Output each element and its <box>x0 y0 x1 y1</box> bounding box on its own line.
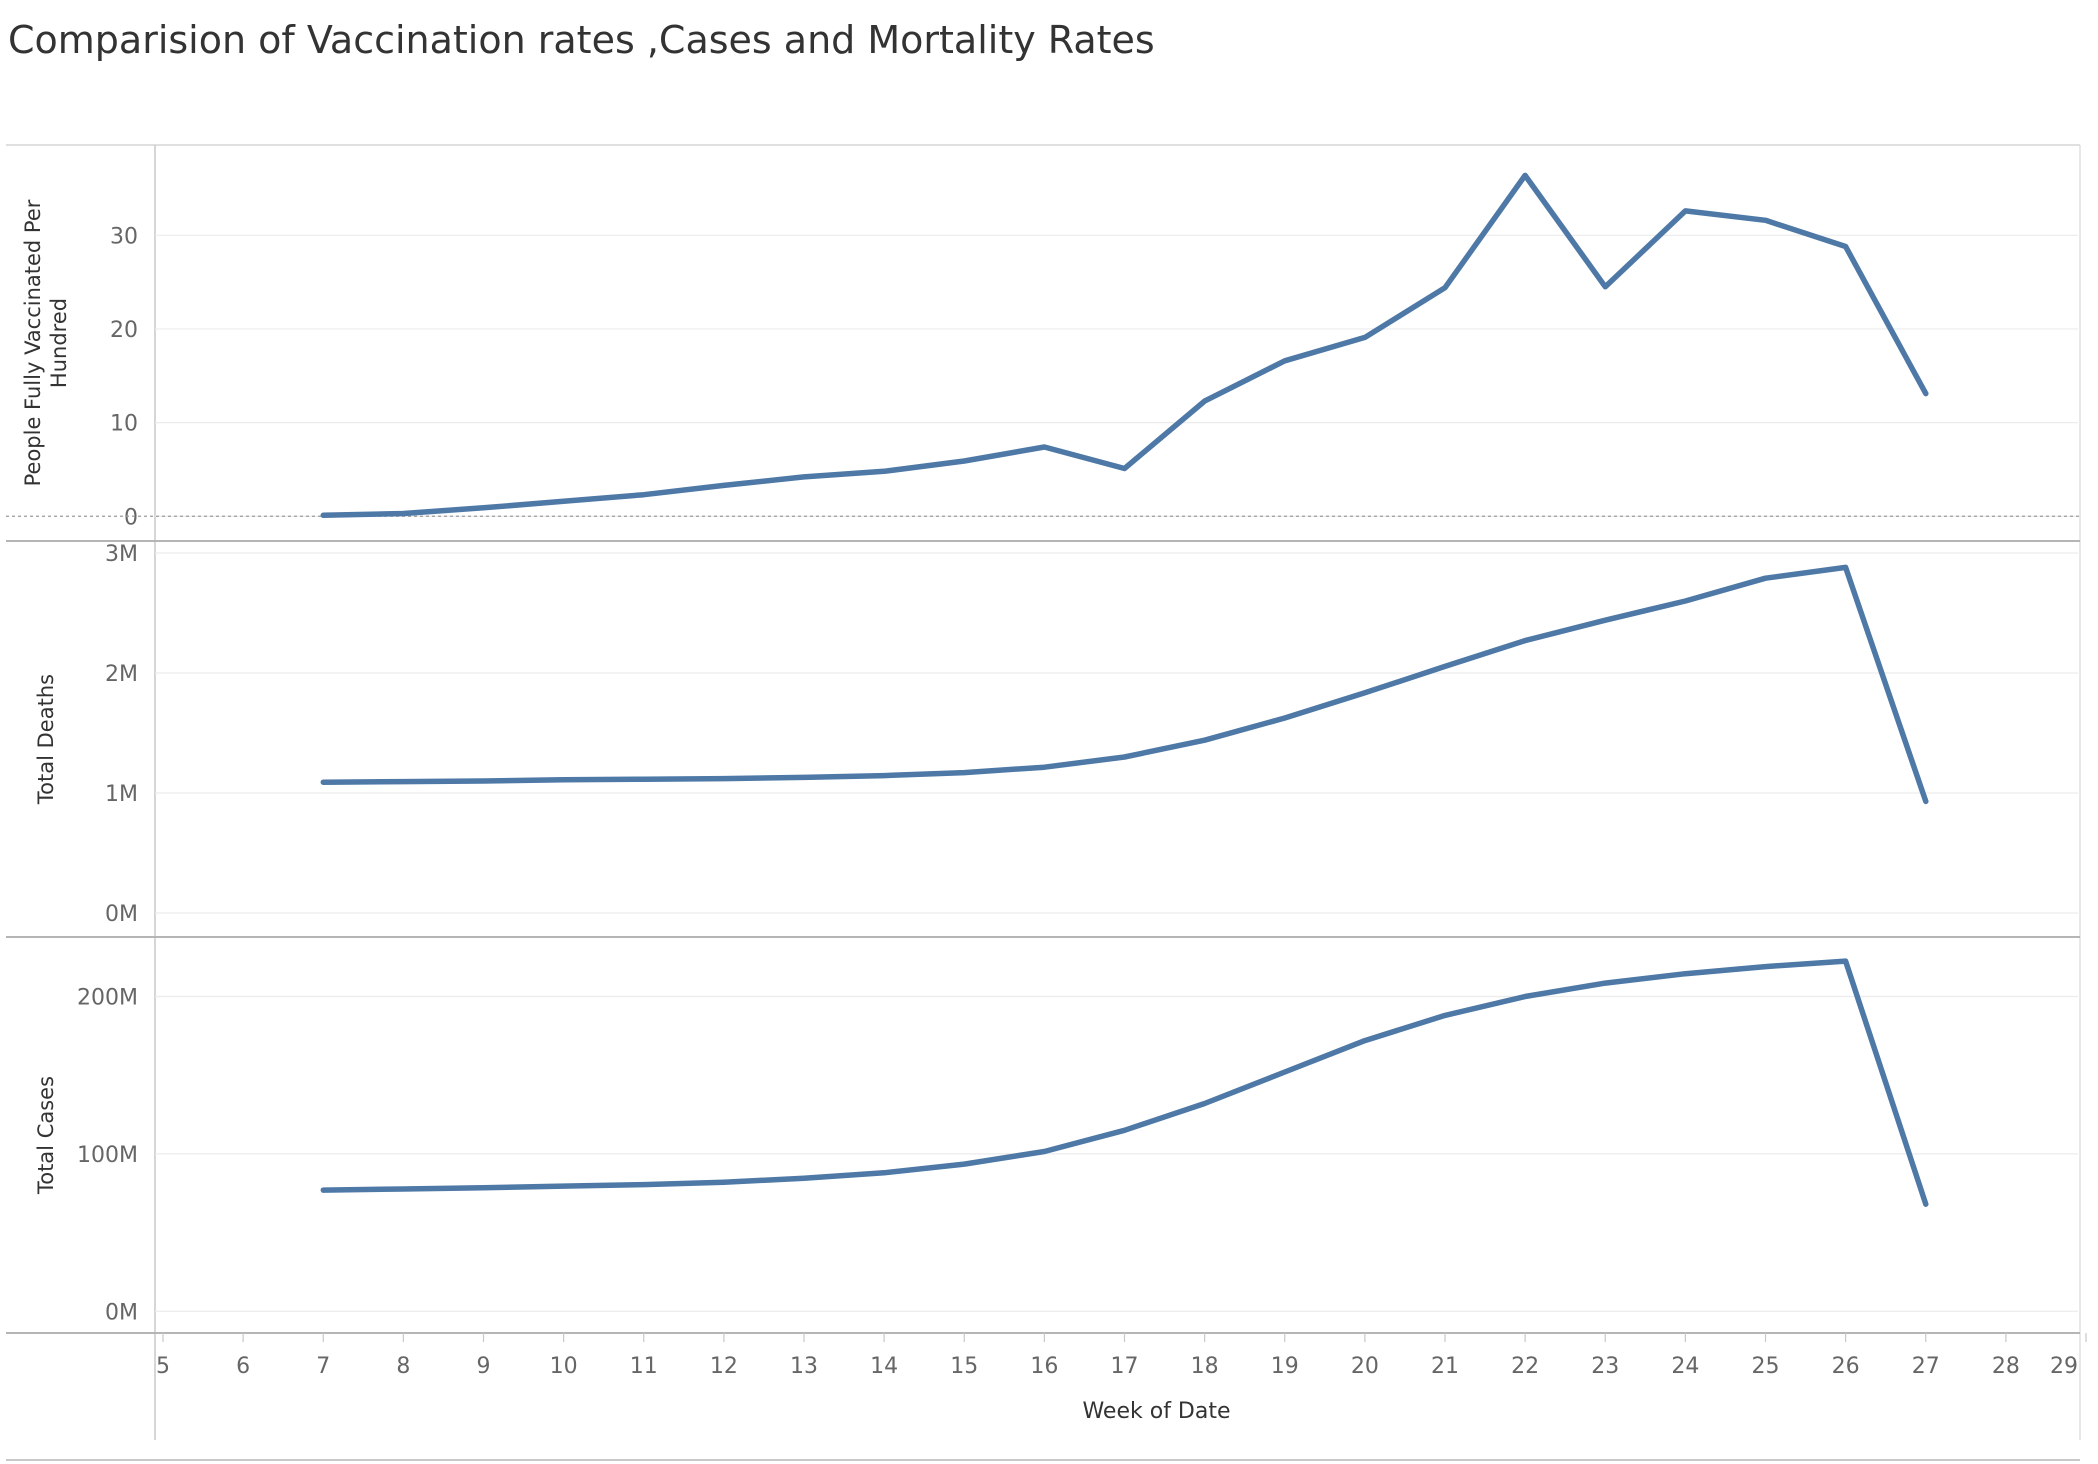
x-tick-label: 9 <box>477 1354 491 1379</box>
x-tick-label: 19 <box>1271 1354 1299 1379</box>
x-tick-label: 28 <box>1992 1354 2020 1379</box>
y-axis-label: Total Cases <box>34 1076 58 1195</box>
x-tick-label: 13 <box>790 1354 818 1379</box>
x-tick-label: 21 <box>1431 1354 1459 1379</box>
x-tick-label: 26 <box>1832 1354 1860 1379</box>
x-tick-label: 8 <box>396 1354 410 1379</box>
x-tick-label: 25 <box>1752 1354 1780 1379</box>
x-tick-label: 17 <box>1111 1354 1139 1379</box>
y-tick-label: 200M <box>77 986 138 1011</box>
x-tick-label: 12 <box>710 1354 738 1379</box>
x-tick-label: 6 <box>236 1354 250 1379</box>
y-tick-label: 30 <box>110 224 138 249</box>
x-tick-label: 10 <box>550 1354 578 1379</box>
y-axis-label: Total Deaths <box>34 674 58 805</box>
y-tick-label: 20 <box>110 318 138 343</box>
x-tick-label: 14 <box>870 1354 898 1379</box>
x-tick-label: 5 <box>156 1354 170 1379</box>
x-tick-label: 29 <box>2050 1354 2078 1379</box>
x-tick-label: 20 <box>1351 1354 1379 1379</box>
y-tick-label: 100M <box>77 1143 138 1168</box>
x-tick-label: 7 <box>316 1354 330 1379</box>
x-tick-label: 24 <box>1671 1354 1699 1379</box>
y-tick-label: 0M <box>105 1300 138 1325</box>
y-tick-label: 3M <box>105 542 138 567</box>
y-axis-label: Hundred <box>47 298 71 388</box>
y-tick-label: 10 <box>110 412 138 437</box>
y-tick-label: 1M <box>105 782 138 807</box>
x-tick-label: 15 <box>950 1354 978 1379</box>
series-line <box>320 564 1929 805</box>
series-line <box>320 958 1929 1207</box>
x-tick-label: 22 <box>1511 1354 1539 1379</box>
x-tick-label: 16 <box>1030 1354 1058 1379</box>
chart-title: Comparision of Vaccination rates ,Cases … <box>8 18 1155 62</box>
y-tick-label: 0 <box>124 505 138 530</box>
y-tick-label: 2M <box>105 662 138 687</box>
series-line <box>320 172 1929 519</box>
x-tick-label: 23 <box>1591 1354 1619 1379</box>
x-tick-label: 11 <box>630 1354 658 1379</box>
x-axis-label: Week of Date <box>1082 1399 1230 1424</box>
y-tick-label: 0M <box>105 902 138 927</box>
y-axis-label: People Fully Vaccinated Per <box>21 199 45 486</box>
x-tick-label: 18 <box>1191 1354 1219 1379</box>
x-tick-label: 27 <box>1912 1354 1940 1379</box>
